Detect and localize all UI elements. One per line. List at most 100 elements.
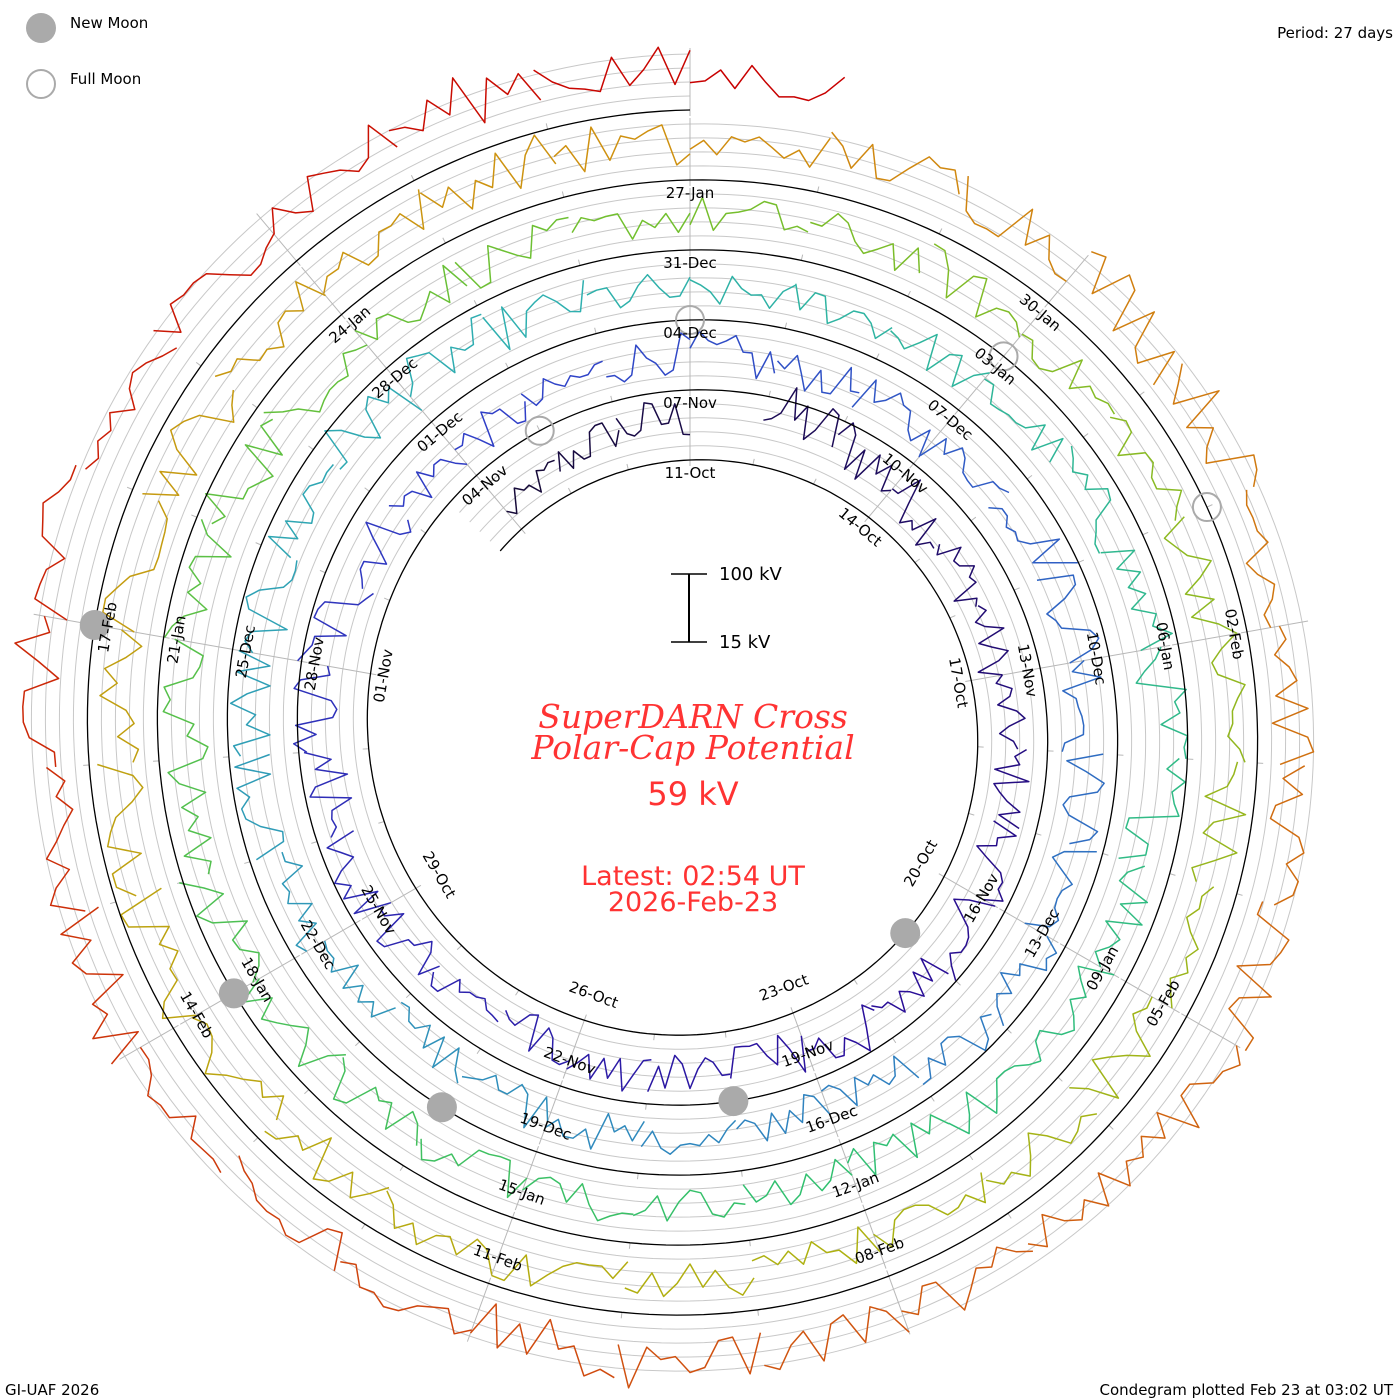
plotted-label: Condegram plotted Feb 23 at 03:02 UT <box>1100 1381 1394 1399</box>
new-moon-marker <box>890 918 921 949</box>
date-label: 13-Nov <box>1014 642 1041 698</box>
day-tick <box>195 361 202 367</box>
data-segment <box>430 971 499 1023</box>
data-segment <box>1169 886 1215 1009</box>
data-segment <box>264 1130 390 1199</box>
data-segment <box>890 330 990 388</box>
data-segment <box>359 519 412 589</box>
data-segment <box>303 751 353 838</box>
data-segment <box>557 422 620 472</box>
data-segment <box>571 212 691 240</box>
date-spoke <box>1181 1013 1241 1049</box>
new-moon-legend-icon <box>26 13 56 43</box>
day-tick <box>594 327 597 334</box>
date-label: 11-Oct <box>665 464 716 482</box>
day-tick <box>1006 1028 1012 1034</box>
date-spoke <box>119 1024 179 1060</box>
grid-spiral <box>44 67 1301 1358</box>
data-segment <box>544 1112 645 1150</box>
date-spoke <box>436 427 481 481</box>
new-moon-marker <box>218 978 249 1009</box>
date-label: 23-Oct <box>757 970 811 1004</box>
date-spoke <box>1103 644 1171 658</box>
data-segment <box>810 212 921 274</box>
data-segment <box>520 360 603 407</box>
data-segment <box>988 507 1078 564</box>
data-segment <box>386 1190 493 1275</box>
day-tick <box>1007 1213 1012 1219</box>
current-value: 59 kV <box>647 775 738 813</box>
day-tick <box>610 395 613 402</box>
period-label: Period: 27 days <box>1277 24 1393 42</box>
data-segment <box>806 1004 875 1059</box>
day-tick <box>636 1173 639 1180</box>
day-tick <box>1169 873 1176 876</box>
data-segment <box>566 1053 652 1092</box>
date-label: 07-Nov <box>663 394 717 412</box>
data-segment <box>506 459 555 515</box>
data-segment <box>736 1094 831 1142</box>
date-spoke <box>171 638 239 651</box>
day-tick <box>724 1031 727 1038</box>
date-spoke <box>999 908 1059 944</box>
data-segment <box>729 1034 807 1079</box>
day-tick <box>1026 474 1033 480</box>
data-segment <box>60 906 139 1065</box>
data-segment <box>420 1138 528 1199</box>
data-segment <box>229 649 271 757</box>
data-segment <box>689 275 796 309</box>
data-segment <box>1100 549 1173 652</box>
day-tick <box>255 542 262 546</box>
full-moon-legend-icon <box>26 69 56 99</box>
day-tick <box>405 993 411 999</box>
chart-title-line2: Polar-Cap Potential <box>530 728 854 767</box>
data-segment <box>191 1016 285 1121</box>
date-label: 04-Dec <box>663 324 717 342</box>
date-label: 20-Oct <box>900 837 941 890</box>
date-spoke <box>481 481 526 535</box>
day-tick <box>515 989 520 996</box>
day-tick <box>1035 832 1042 836</box>
data-segment <box>933 243 1021 338</box>
date-spoke <box>538 1080 563 1145</box>
data-segment <box>323 189 425 294</box>
data-segment <box>419 134 557 210</box>
date-label: 16-Dec <box>803 1101 859 1136</box>
date-spoke <box>790 1007 815 1072</box>
date-spoke <box>938 873 998 909</box>
data-segment <box>454 401 527 451</box>
data-segment <box>1140 1045 1241 1158</box>
day-tick <box>800 254 804 261</box>
data-segment <box>689 64 846 102</box>
day-tick <box>364 487 370 492</box>
date-spoke <box>1240 620 1309 634</box>
day-tick <box>304 1089 310 1095</box>
day-tick <box>875 353 880 360</box>
full-moon-marker <box>675 305 705 335</box>
data-segment <box>162 638 209 759</box>
day-tick <box>1108 1124 1114 1130</box>
day-tick <box>536 425 541 432</box>
data-segment <box>120 887 196 1020</box>
data-segment <box>281 851 317 952</box>
data-segment <box>984 378 1064 463</box>
day-tick <box>355 1041 361 1047</box>
date-spoke <box>999 308 1044 362</box>
day-tick <box>476 1048 481 1055</box>
data-segment <box>263 344 368 414</box>
data-segment <box>179 882 260 983</box>
data-segment <box>153 233 275 333</box>
day-tick <box>420 529 426 534</box>
data-segment <box>996 935 1058 1027</box>
data-segment <box>624 1263 755 1298</box>
data-segment <box>204 418 283 525</box>
data-segment <box>742 1158 853 1206</box>
data-segment <box>214 281 326 378</box>
data-segment <box>689 196 809 233</box>
date-spoke <box>562 1014 587 1079</box>
day-tick <box>757 1309 759 1316</box>
day-tick <box>244 861 251 864</box>
data-segment <box>99 629 143 763</box>
day-tick <box>410 174 415 181</box>
